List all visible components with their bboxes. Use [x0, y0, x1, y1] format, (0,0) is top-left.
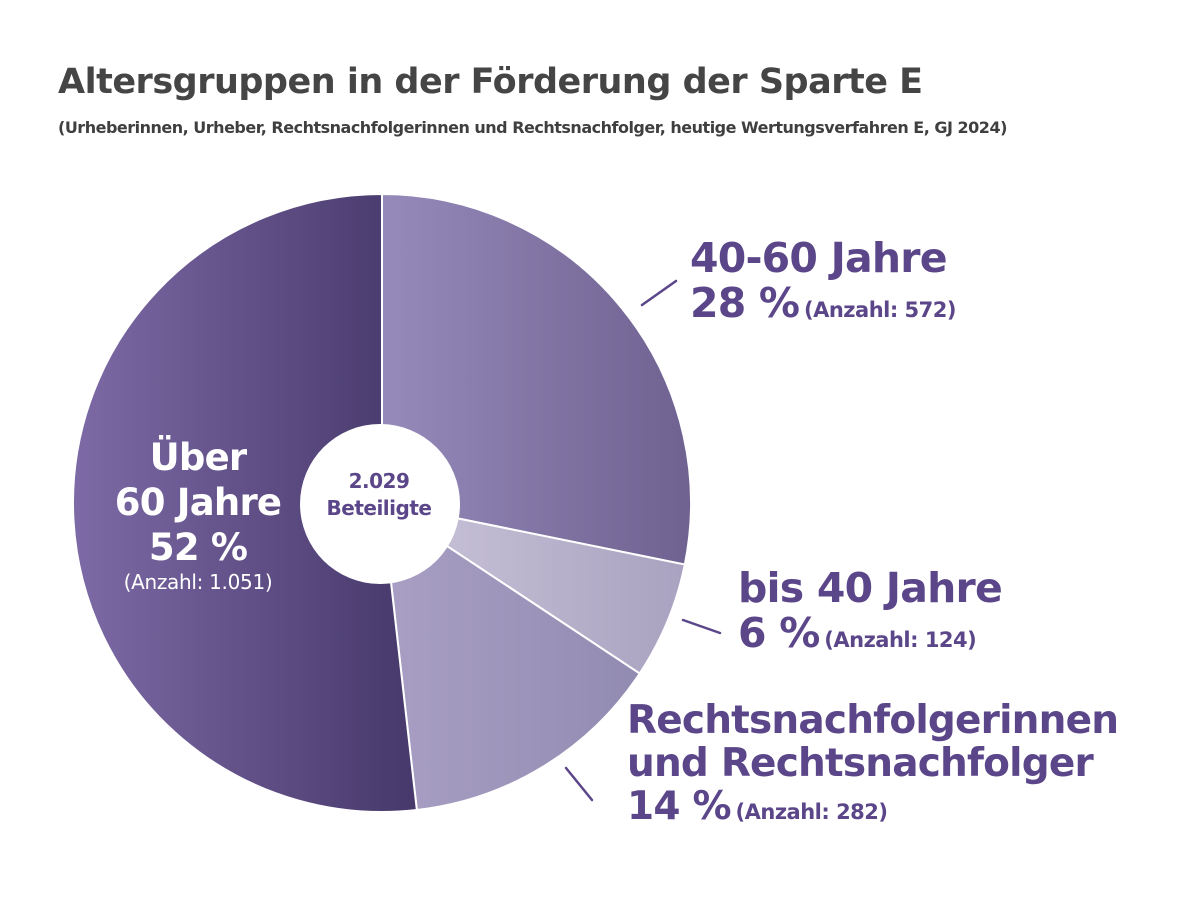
center-hole — [300, 424, 460, 584]
slice-label-40-60: 40-60 Jahre 28 % (Anzahl: 572) — [690, 234, 956, 328]
slice-label-rechtsnachfolger: Rechtsnachfolgerinnen und Rechtsnachfolg… — [627, 698, 1119, 829]
center-unit: Beteiligte — [326, 496, 432, 520]
slice-percent-rechtsnachfolger: 14 % — [627, 783, 732, 829]
slice-name-rechtsnachfolger-line2: und Rechtsnachfolger — [627, 740, 1094, 786]
slice-count-40-60: (Anzahl: 572) — [804, 298, 956, 323]
center-label: 2.029 Beteiligte — [304, 468, 454, 522]
slice-count-rechtsnachfolger: (Anzahl: 282) — [735, 799, 888, 824]
slice-name-ueber-60-line1: Über — [149, 436, 247, 479]
slice-label-bis-40: bis 40 Jahre 6 % (Anzahl: 124) — [738, 564, 1003, 658]
slice-label-ueber-60: Über 60 Jahre 52 % (Anzahl: 1.051) — [98, 435, 298, 594]
pie-slice-4060 — [381, 192, 692, 566]
pie-slice-ueber60 — [72, 192, 418, 813]
leader-line-bis-40 — [681, 618, 722, 635]
chart-title: Altersgruppen in der Förderung der Spart… — [58, 62, 923, 102]
chart-subtitle: (Urheberinnen, Urheber, Rechtsnachfolger… — [58, 118, 1007, 137]
slice-percent-bis-40: 6 % — [738, 609, 820, 658]
slice-name-40-60: 40-60 Jahre — [690, 234, 948, 282]
slice-percent-40-60: 28 % — [690, 279, 800, 328]
slice-name-ueber-60-line2: 60 Jahre — [114, 481, 282, 525]
pie-slice-rn — [380, 500, 642, 812]
slice-percent-ueber-60: 52 % — [148, 526, 248, 570]
slice-name-bis-40: bis 40 Jahre — [738, 564, 1003, 612]
slice-count-bis-40: (Anzahl: 124) — [824, 628, 977, 653]
center-total: 2.029 — [348, 469, 410, 493]
slice-name-rechtsnachfolger-line1: Rechtsnachfolgerinnen — [627, 698, 1119, 743]
slice-count-ueber-60: (Anzahl: 1.051) — [123, 570, 273, 595]
pie-slice-bis40 — [381, 502, 686, 675]
leader-line-40-60 — [640, 279, 678, 307]
leader-line-rechtsnachfolger — [564, 766, 594, 802]
